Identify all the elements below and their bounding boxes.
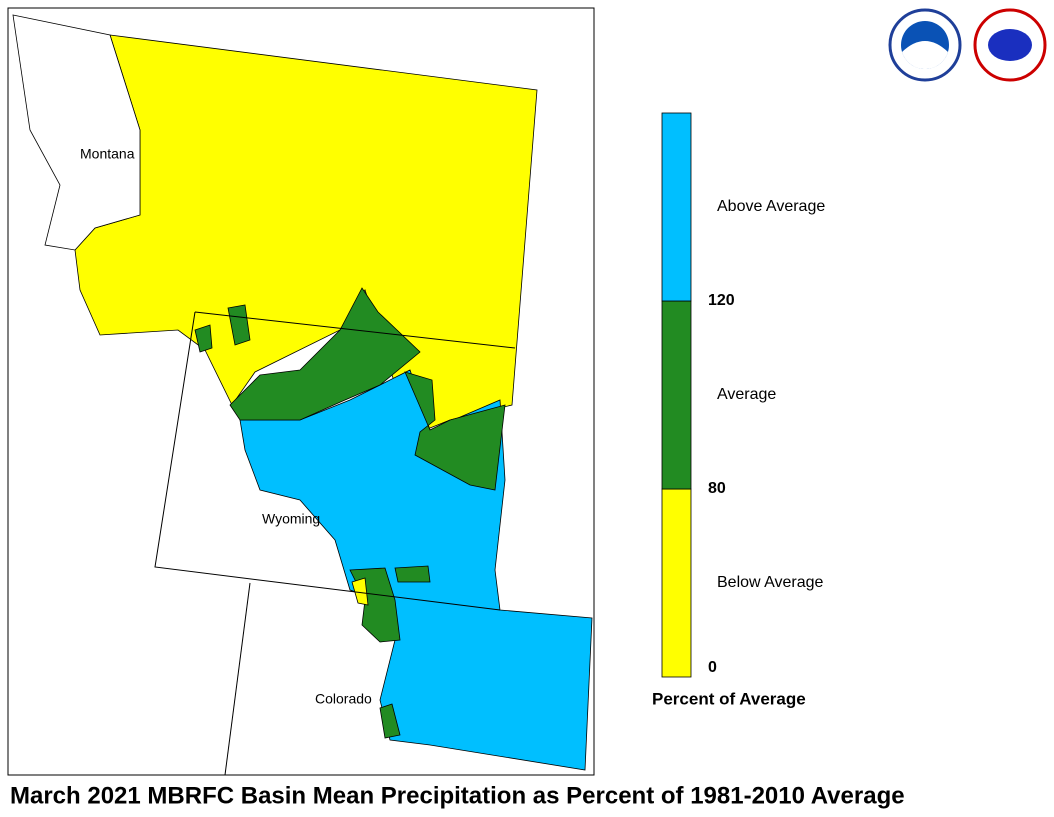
average-basins [379, 703, 401, 739]
legend-swatch [661, 488, 692, 678]
legend-label: Above Average [717, 198, 825, 215]
average-basins [227, 304, 251, 346]
below-average-basins [351, 577, 369, 606]
state-label: Colorado [315, 691, 372, 707]
noaa-logo [902, 41, 948, 70]
legend-break: 120 [708, 292, 735, 309]
legend-break: 0 [708, 659, 717, 676]
legend-swatch [661, 112, 692, 302]
state-label: Wyoming [262, 511, 320, 527]
nws-logo [988, 29, 1032, 61]
average-basins [194, 324, 213, 353]
legend-title: Percent of Average [652, 689, 806, 708]
page-title: March 2021 MBRFC Basin Mean Precipitatio… [10, 782, 905, 809]
state-label: Montana [80, 146, 135, 162]
legend-break: 80 [708, 480, 726, 497]
legend-label: Average [717, 386, 776, 403]
state-boundary [194, 311, 516, 349]
map: Montana Wyoming Colorado [12, 14, 593, 776]
state-boundary [154, 311, 501, 611]
legend-label: Below Average [717, 574, 824, 591]
average-basins [229, 287, 421, 421]
average-basins [394, 565, 431, 583]
logos [888, 8, 1047, 82]
average-basins [404, 371, 506, 491]
state-boundary [224, 582, 251, 776]
montana-west [12, 14, 141, 251]
legend-swatch [661, 300, 692, 490]
legend: Percent of Average Below Average Average A… [652, 112, 825, 708]
